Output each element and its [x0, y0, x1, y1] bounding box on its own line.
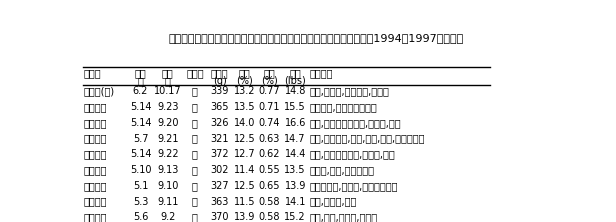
- Text: 北海道(道): 北海道(道): [84, 87, 115, 97]
- Text: 高: 高: [192, 196, 198, 206]
- Text: 12.5: 12.5: [233, 181, 256, 191]
- Text: 13.9: 13.9: [285, 181, 306, 191]
- Text: 9.11: 9.11: [157, 196, 179, 206]
- Text: (%): (%): [236, 76, 253, 86]
- Text: 14.8: 14.8: [285, 87, 306, 97]
- Text: 生産力: 生産力: [186, 69, 204, 79]
- Text: －: －: [192, 102, 198, 112]
- Text: 5.6: 5.6: [133, 212, 148, 222]
- Text: 群馬園試: 群馬園試: [84, 196, 107, 206]
- Text: 9.2: 9.2: [160, 212, 176, 222]
- Text: 岩手農セ: 岩手農セ: [84, 118, 107, 128]
- Text: 早生,大玉,酸味強,肉質粗: 早生,大玉,酸味強,肉質粗: [309, 212, 378, 222]
- Text: 339: 339: [211, 87, 229, 97]
- Text: 5.14: 5.14: [130, 149, 152, 159]
- Text: 365: 365: [211, 102, 229, 112]
- Text: 満開: 満開: [135, 69, 147, 79]
- Text: (%): (%): [261, 76, 278, 86]
- Text: 13.5: 13.5: [234, 102, 255, 112]
- Text: 5.10: 5.10: [130, 165, 152, 175]
- Text: 中: 中: [192, 149, 198, 159]
- Text: 大玉,外観・玉揃い良,肉質粗,強酸: 大玉,外観・玉揃い良,肉質粗,強酸: [309, 118, 401, 128]
- Text: 0.58: 0.58: [259, 212, 280, 222]
- Text: 0.63: 0.63: [259, 134, 280, 144]
- Text: 0.58: 0.58: [259, 196, 280, 206]
- Text: 表２　系統適応性検定試験における「さんたろう」の特性調査結果（1994～1997年平均）: 表２ 系統適応性検定試験における「さんたろう」の特性調査結果（1994～1997…: [168, 34, 463, 44]
- Text: 宮城園試: 宮城園試: [84, 134, 107, 144]
- Text: 0.71: 0.71: [259, 102, 280, 112]
- Text: 12.5: 12.5: [233, 134, 256, 144]
- Text: 13.2: 13.2: [234, 87, 255, 97]
- Text: 302: 302: [211, 165, 229, 175]
- Text: 糖度: 糖度: [238, 69, 251, 79]
- Text: 中: 中: [192, 118, 198, 128]
- Text: 12.7: 12.7: [233, 149, 256, 159]
- Text: 13.9: 13.9: [234, 212, 255, 222]
- Text: 5.7: 5.7: [132, 134, 148, 144]
- Text: 概　　評: 概 評: [309, 69, 333, 79]
- Text: 0.74: 0.74: [259, 118, 280, 128]
- Text: 11.4: 11.4: [234, 165, 255, 175]
- Text: 0.65: 0.65: [259, 181, 280, 191]
- Text: 14.7: 14.7: [285, 134, 306, 144]
- Text: 福島果試: 福島果試: [84, 181, 107, 191]
- Text: 321: 321: [211, 134, 229, 144]
- Text: －: －: [192, 87, 198, 97]
- Text: 青森り試: 青森り試: [84, 102, 107, 112]
- Text: 硬度: 硬度: [290, 69, 301, 79]
- Text: 11.5: 11.5: [234, 196, 255, 206]
- Text: 5.1: 5.1: [133, 181, 148, 191]
- Text: 秋田果試: 秋田果試: [84, 149, 107, 159]
- Text: 6.2: 6.2: [133, 87, 148, 97]
- Text: 5.14: 5.14: [130, 102, 152, 112]
- Text: 酸度: 酸度: [264, 69, 275, 79]
- Text: 326: 326: [211, 118, 229, 128]
- Text: 9.21: 9.21: [157, 134, 179, 144]
- Text: 15.2: 15.2: [285, 212, 306, 222]
- Text: 色良,果面脂質,肉粗,多汁,強酸,収穫前落果: 色良,果面脂質,肉粗,多汁,強酸,収穫前落果: [309, 134, 425, 144]
- Text: (lbs): (lbs): [285, 76, 306, 86]
- Text: 日: 日: [137, 76, 144, 86]
- Text: 16.6: 16.6: [285, 118, 306, 128]
- Text: 果実重: 果実重: [211, 69, 229, 79]
- Text: 9.23: 9.23: [157, 102, 179, 112]
- Text: －: －: [192, 165, 198, 175]
- Text: 363: 363: [211, 196, 229, 206]
- Text: 収穫: 収穫: [162, 69, 174, 79]
- Text: 372: 372: [211, 149, 229, 159]
- Text: 9.10: 9.10: [157, 181, 179, 191]
- Text: 9.13: 9.13: [157, 165, 179, 175]
- Text: 着色良,強酸,食味や不良: 着色良,強酸,食味や不良: [309, 165, 375, 175]
- Text: 0.62: 0.62: [259, 149, 280, 159]
- Text: (g): (g): [213, 76, 227, 86]
- Text: 14.4: 14.4: [285, 149, 306, 159]
- Text: 大果,外観良,肉質や粗,酸味強: 大果,外観良,肉質や粗,酸味強: [309, 87, 389, 97]
- Text: 山形園試: 山形園試: [84, 165, 107, 175]
- Text: 10.17: 10.17: [154, 87, 182, 97]
- Text: 大玉,肉質粗,強酸: 大玉,肉質粗,強酸: [309, 196, 357, 206]
- Text: －: －: [192, 181, 198, 191]
- Text: 高: 高: [192, 134, 198, 144]
- Text: 14.0: 14.0: [234, 118, 255, 128]
- Text: 370: 370: [211, 212, 229, 222]
- Text: 14.1: 14.1: [285, 196, 306, 206]
- Text: 5.14: 5.14: [130, 118, 152, 128]
- Text: 9.22: 9.22: [157, 149, 179, 159]
- Text: 13.5: 13.5: [285, 165, 306, 175]
- Text: 着色良好,酸強で食味不良: 着色良好,酸強で食味不良: [309, 102, 377, 112]
- Text: 9.20: 9.20: [157, 118, 179, 128]
- Text: 長野果試: 長野果試: [84, 212, 107, 222]
- Text: 大玉,玉揃・着色良,や酸強,多汁: 大玉,玉揃・着色良,や酸強,多汁: [309, 149, 395, 159]
- Text: 0.55: 0.55: [259, 165, 280, 175]
- Text: －: －: [192, 212, 198, 222]
- Text: 0.77: 0.77: [259, 87, 280, 97]
- Text: 場所名: 場所名: [84, 69, 101, 79]
- Text: 327: 327: [211, 181, 229, 191]
- Text: 日: 日: [164, 76, 171, 86]
- Text: 15.5: 15.5: [285, 102, 306, 112]
- Text: 肉質や不良,酸味強,収穫前落果多: 肉質や不良,酸味強,収穫前落果多: [309, 181, 398, 191]
- Text: 5.3: 5.3: [133, 196, 148, 206]
